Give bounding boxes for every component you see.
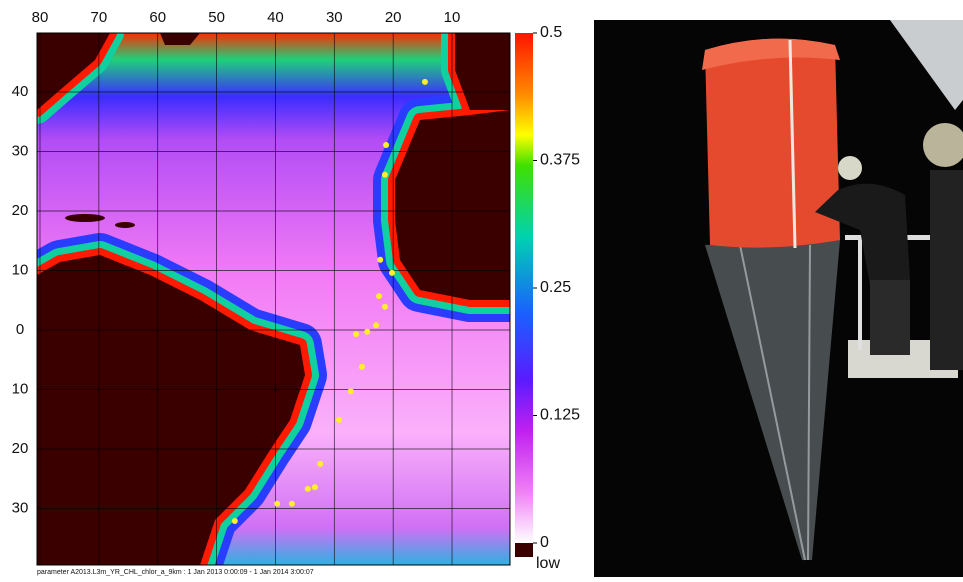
lat-tick-label: 30 <box>12 142 29 159</box>
station <box>377 257 383 263</box>
lat-tick-label: 20 <box>12 440 29 457</box>
lon-tick-label: 60 <box>149 9 166 26</box>
lat-tick-label: 40 <box>12 83 29 100</box>
lon-tick-label: 30 <box>326 9 343 26</box>
station <box>353 331 359 337</box>
colorbar-tick-label: 0.25 <box>540 279 571 296</box>
station <box>383 142 389 148</box>
colorbar <box>515 33 533 543</box>
colorbar-tick-label: 0.375 <box>540 152 580 169</box>
station <box>422 79 428 85</box>
caption: parameter A2013.L3m_YR_CHL_chlor_a_9km :… <box>37 569 314 576</box>
lat-tick-label: 0 <box>16 321 24 338</box>
station <box>376 293 382 299</box>
colorbar-tick-label: 0 <box>540 534 549 551</box>
station <box>382 172 388 178</box>
lon-tick-label: 80 <box>32 9 49 26</box>
chlorophyll-map <box>37 33 510 565</box>
station <box>274 501 280 507</box>
station <box>382 304 388 310</box>
lon-tick-label: 70 <box>91 9 108 26</box>
station <box>348 388 354 394</box>
low-label: low <box>536 555 560 572</box>
station <box>312 484 318 490</box>
station <box>389 270 395 276</box>
low-swatch <box>515 543 533 557</box>
colorbar-tick-label: 0.125 <box>540 407 580 424</box>
colorbar-tick-label: 0.5 <box>540 24 562 41</box>
lat-tick-label: 10 <box>12 261 29 278</box>
photo <box>594 20 963 577</box>
station <box>359 364 365 370</box>
lon-tick-label: 50 <box>208 9 225 26</box>
lon-tick-label: 10 <box>444 9 461 26</box>
lat-tick-label: 10 <box>12 380 29 397</box>
station <box>317 461 323 467</box>
station <box>373 322 379 328</box>
station <box>336 417 342 423</box>
lon-tick-label: 40 <box>267 9 284 26</box>
station <box>305 486 311 492</box>
lon-tick-label: 20 <box>385 9 402 26</box>
lat-tick-label: 30 <box>12 499 29 516</box>
station <box>232 518 238 524</box>
figure: low parameter A2013.L3m_YR_CHL_chlor_a_9… <box>0 0 963 577</box>
lat-tick-label: 20 <box>12 202 29 219</box>
station <box>364 329 370 335</box>
station <box>289 501 295 507</box>
